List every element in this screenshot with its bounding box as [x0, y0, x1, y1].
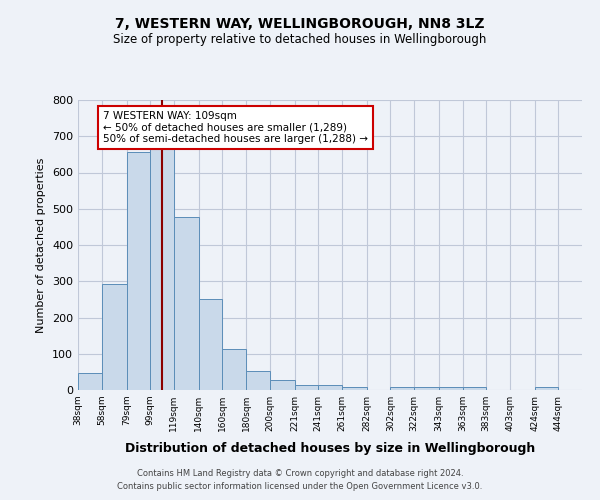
Bar — [78, 372, 101, 390]
Text: Contains HM Land Registry data © Crown copyright and database right 2024.: Contains HM Land Registry data © Crown c… — [137, 468, 463, 477]
Bar — [101, 284, 127, 390]
Bar — [199, 298, 223, 390]
Text: 7 WESTERN WAY: 109sqm
← 50% of detached houses are smaller (1,289)
50% of semi-d: 7 WESTERN WAY: 109sqm ← 50% of detached … — [103, 111, 368, 144]
Bar — [318, 386, 342, 390]
Bar — [535, 387, 559, 390]
Text: Size of property relative to detached houses in Wellingborough: Size of property relative to detached ho… — [113, 32, 487, 46]
X-axis label: Distribution of detached houses by size in Wellingborough: Distribution of detached houses by size … — [125, 442, 535, 456]
Bar — [246, 371, 269, 390]
Bar — [295, 385, 318, 390]
Bar — [127, 152, 150, 390]
Bar — [223, 349, 246, 390]
Bar — [269, 380, 295, 390]
Bar — [391, 387, 414, 390]
Bar — [439, 387, 463, 390]
Text: 7, WESTERN WAY, WELLINGBOROUGH, NN8 3LZ: 7, WESTERN WAY, WELLINGBOROUGH, NN8 3LZ — [115, 18, 485, 32]
Bar — [463, 387, 486, 390]
Bar — [414, 387, 439, 390]
Bar — [150, 149, 174, 390]
Bar — [342, 387, 367, 390]
Y-axis label: Number of detached properties: Number of detached properties — [37, 158, 46, 332]
Text: Contains public sector information licensed under the Open Government Licence v3: Contains public sector information licen… — [118, 482, 482, 491]
Bar — [174, 216, 199, 390]
